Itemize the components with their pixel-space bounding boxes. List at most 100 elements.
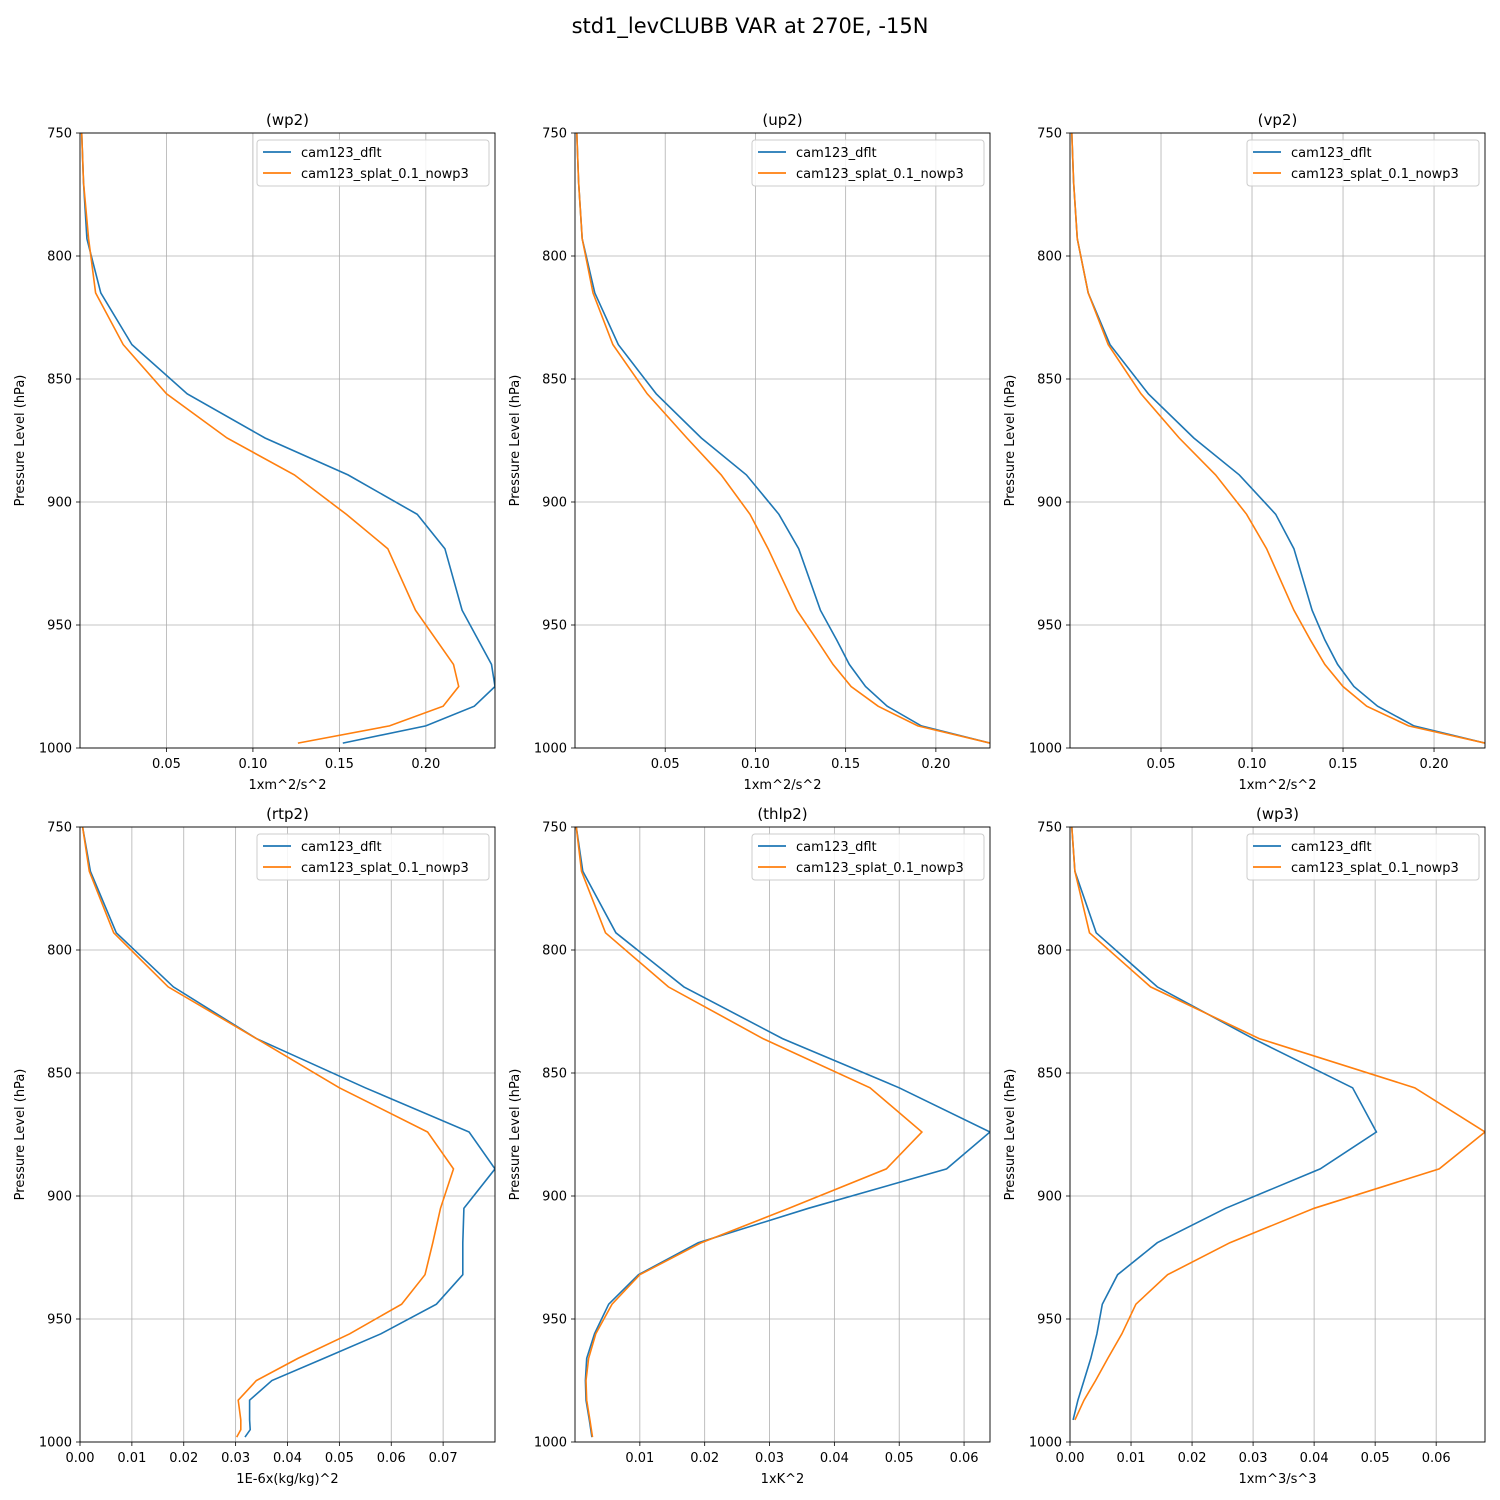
legend-box [256,139,490,187]
axes-frame [1069,826,1486,1443]
panel-5: 0.01 0.02 0.03 0.04 0.05 0.06 750 800 850 900 950 1… [508,805,991,1487]
y-tick-label: 1000 [1029,1436,1062,1451]
panel-4: 0.00 0.01 0.02 0.03 0.04 0.05 0.06 0.07 750 800 85… [13,805,496,1487]
legend-box [1246,139,1480,187]
y-axis-label: Pressure Level (hPa) [13,375,28,507]
legend-box [751,833,985,881]
y-tick-label: 850 [47,373,72,388]
x-tick-label: 0.10 [1238,757,1267,772]
y-tick-label: 800 [47,250,72,265]
panel-2: 0.05 0.10 0.15 0.20 750 800 850 900 950 1000 (up2)… [508,111,991,793]
series-line-dflt [575,827,990,1438]
legend: cam123_dflt cam123_splat_0.1_nowp3 [751,139,985,187]
x-axis-label: 1xm^3/s^3 [1238,1472,1316,1487]
x-tick-label: 0.00 [66,1451,95,1466]
y-tick-label: 950 [1037,619,1062,634]
y-tick-label: 850 [47,1067,72,1082]
x-tick-label: 0.05 [1147,757,1176,772]
y-tick-label: 900 [47,1190,72,1205]
y-tick-label: 1000 [39,1436,72,1451]
x-tick-label: 0.06 [950,1451,979,1466]
series-line-splat [575,827,924,1438]
y-axis-label: Pressure Level (hPa) [13,1069,28,1201]
y-tick-label: 850 [1037,1067,1062,1082]
x-tick-label: 0.02 [1178,1451,1207,1466]
axes-frame [574,132,991,749]
x-tick-label: 0.10 [741,757,770,772]
x-tick-label: 0.04 [820,1451,849,1466]
x-tick-label: 0.05 [885,1451,914,1466]
x-tick-label: 0.05 [1361,1451,1390,1466]
panel-6: 0.00 0.01 0.02 0.03 0.04 0.05 0.06 750 800 850 900… [1003,805,1486,1487]
legend-entry: cam123_dflt [796,840,877,855]
x-tick-label: 0.05 [152,757,181,772]
y-axis-label: Pressure Level (hPa) [508,1069,523,1201]
panel-3: 0.05 0.10 0.15 0.20 750 800 850 900 950 1000 (vp2)… [1003,111,1486,793]
y-tick-label: 850 [542,373,567,388]
x-tick-label: 0.06 [1422,1451,1451,1466]
legend-entry: cam123_dflt [1291,840,1372,855]
series-line-dflt [1071,133,1485,744]
legend-entry: cam123_dflt [796,146,877,161]
y-tick-label: 800 [47,944,72,959]
y-tick-label: 800 [542,250,567,265]
series-line-splat [81,827,455,1438]
y-axis-label: Pressure Level (hPa) [1003,1069,1018,1201]
legend-entry: cam123_splat_0.1_nowp3 [1291,167,1459,182]
x-tick-label: 0.05 [325,1451,354,1466]
panel-1: 0.05 0.10 0.15 0.20 750 800 850 900 950 1000 (wp2)… [13,111,496,793]
y-tick-label: 900 [47,496,72,511]
x-tick-label: 0.15 [1329,757,1358,772]
series-line-splat [80,133,460,744]
series-line-splat [1071,133,1485,744]
x-tick-label: 0.10 [238,757,267,772]
y-tick-label: 750 [542,821,567,836]
legend-entry: cam123_splat_0.1_nowp3 [796,861,964,876]
legend-box [256,833,490,881]
legend-entry: cam123_dflt [301,146,382,161]
series-line-splat [576,133,990,744]
x-tick-label: 0.05 [651,757,680,772]
y-tick-label: 800 [542,944,567,959]
panel-title: (thlp2) [757,805,807,823]
y-tick-label: 750 [1037,821,1062,836]
axes-frame [79,132,496,749]
axes-frame [1069,132,1486,749]
series-line-dflt [1071,827,1378,1421]
x-tick-label: 0.03 [1239,1451,1268,1466]
y-tick-label: 900 [1037,1190,1062,1205]
x-axis-label: 1xm^2/s^2 [743,778,821,793]
y-tick-label: 1000 [534,742,567,757]
x-tick-label: 0.01 [625,1451,654,1466]
legend: cam123_dflt cam123_splat_0.1_nowp3 [256,139,490,187]
legend-entry: cam123_dflt [1291,146,1372,161]
figure-title: std1_levCLUBB VAR at 270E, -15N [571,14,929,38]
y-tick-label: 800 [1037,944,1062,959]
y-tick-label: 900 [542,1190,567,1205]
y-tick-label: 850 [1037,373,1062,388]
legend-box [751,139,985,187]
x-tick-label: 0.01 [117,1451,146,1466]
x-axis-label: 1E-6x(kg/kg)^2 [236,1472,338,1487]
series-line-dflt [81,827,495,1438]
legend-entry: cam123_splat_0.1_nowp3 [301,861,469,876]
x-tick-label: 0.06 [377,1451,406,1466]
x-tick-label: 0.03 [221,1451,250,1466]
y-tick-label: 750 [1037,127,1062,142]
legend-entry: cam123_dflt [301,840,382,855]
y-tick-label: 900 [542,496,567,511]
legend-entry: cam123_splat_0.1_nowp3 [1291,861,1459,876]
x-tick-label: 0.01 [1117,1451,1146,1466]
x-axis-label: 1xm^2/s^2 [248,778,326,793]
y-tick-label: 950 [542,619,567,634]
y-tick-label: 850 [542,1067,567,1082]
legend: cam123_dflt cam123_splat_0.1_nowp3 [751,833,985,881]
panel-title: (wp3) [1256,805,1299,823]
panel-title: (up2) [762,111,802,129]
x-tick-label: 0.20 [411,757,440,772]
y-tick-label: 750 [47,821,72,836]
x-tick-label: 0.02 [169,1451,198,1466]
legend-box [1246,833,1480,881]
y-tick-label: 950 [542,1313,567,1328]
legend-entry: cam123_splat_0.1_nowp3 [301,167,469,182]
